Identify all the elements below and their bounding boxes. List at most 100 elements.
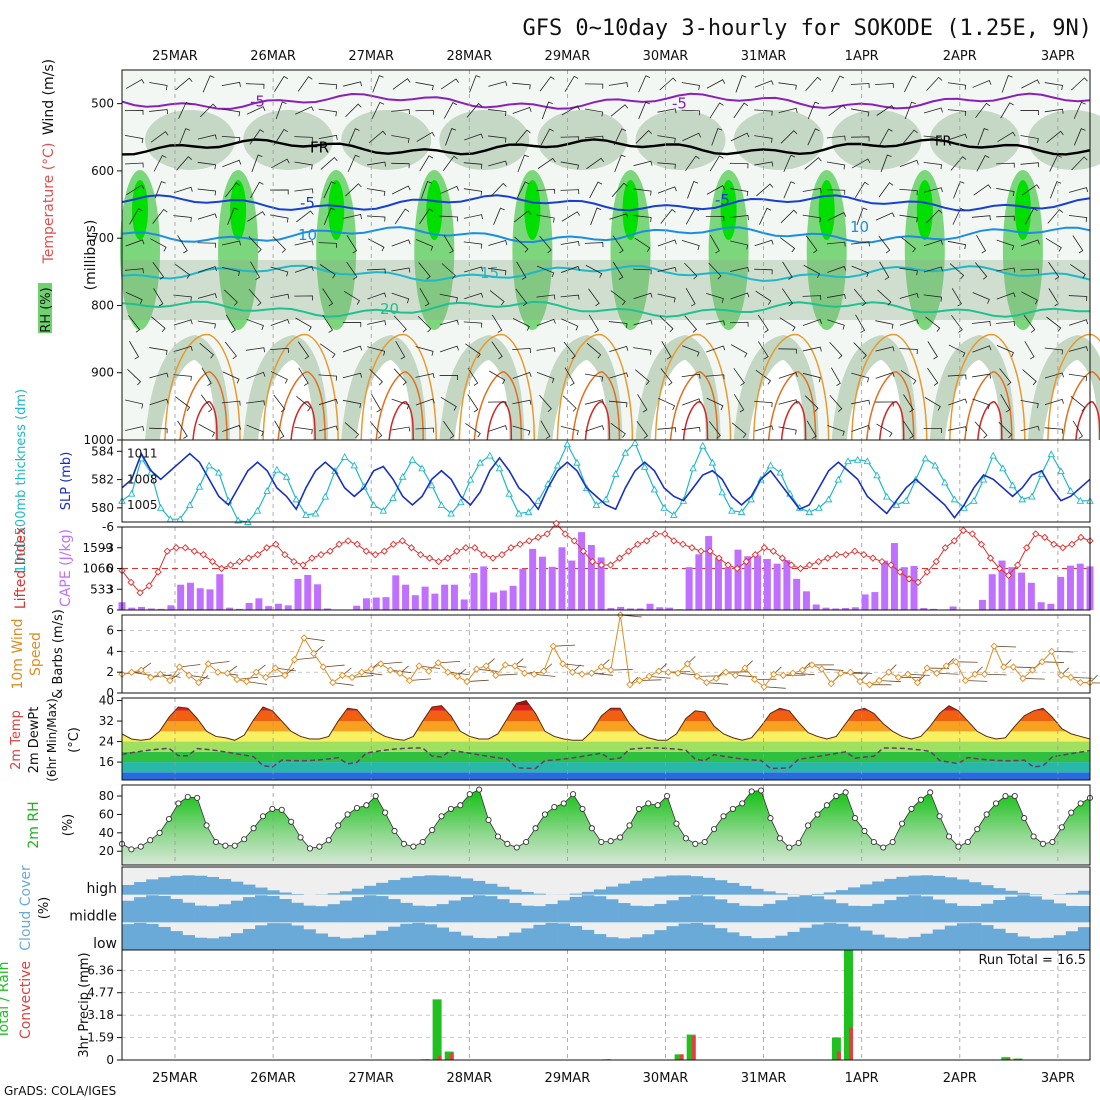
cape-bar bbox=[353, 605, 361, 610]
lifted-index-point bbox=[389, 540, 398, 548]
cloud-cover-bar bbox=[920, 875, 933, 895]
wind-barb bbox=[974, 421, 988, 439]
wind-speed-point bbox=[587, 669, 596, 677]
rh-point bbox=[617, 834, 624, 841]
lifted-index-point bbox=[471, 544, 479, 552]
wind-barb bbox=[904, 101, 916, 120]
wind-barb bbox=[1020, 110, 1039, 116]
rh-upper-band bbox=[439, 110, 530, 170]
wind-barb bbox=[1024, 341, 1035, 360]
wind-speed-point bbox=[127, 668, 136, 676]
y-axis-label-temp-1: 2m Temp bbox=[9, 710, 24, 770]
wind-barb bbox=[512, 371, 532, 379]
cloud-cover-bar bbox=[884, 900, 897, 923]
wind-barb bbox=[709, 102, 724, 119]
rh-point bbox=[945, 833, 953, 840]
thickness-point bbox=[708, 458, 717, 466]
wind-barb bbox=[295, 317, 312, 332]
wind-barb-surface bbox=[821, 668, 844, 671]
thickness-point bbox=[737, 508, 746, 516]
cape-bar bbox=[529, 548, 537, 610]
wind-barb bbox=[369, 368, 383, 386]
cape-bar bbox=[186, 582, 194, 610]
cape-bar bbox=[490, 592, 498, 610]
rh-point bbox=[1002, 792, 1009, 800]
cloud-cover-bar bbox=[194, 875, 207, 895]
cloud-cover-bar bbox=[424, 906, 437, 923]
wind-barb bbox=[537, 157, 556, 169]
lifted-index-point bbox=[299, 561, 307, 569]
wind-barb-surface bbox=[994, 645, 1017, 648]
rh-point bbox=[372, 792, 379, 800]
cape-bar bbox=[705, 536, 713, 610]
cloud-cover-bar bbox=[557, 923, 570, 950]
cloud-cover-bar bbox=[279, 892, 292, 895]
wind-barb bbox=[660, 368, 673, 386]
wind-barb bbox=[783, 181, 796, 199]
y-axis-label-temp-4: (°C) bbox=[67, 727, 82, 753]
cape-bar bbox=[402, 584, 410, 610]
cloud-cover-bar bbox=[279, 898, 292, 923]
lifted-index-point bbox=[127, 578, 135, 586]
cape-bar bbox=[744, 556, 752, 610]
temperature-band bbox=[122, 741, 1090, 752]
wind-barb bbox=[974, 262, 988, 280]
lifted-index-point bbox=[805, 561, 814, 569]
cloud-cover-bar bbox=[799, 927, 812, 950]
date-label-top: 27MAR bbox=[348, 49, 394, 64]
cloud-cover-bar bbox=[848, 905, 861, 923]
lifted-index-point bbox=[516, 540, 524, 548]
wind-barb bbox=[706, 345, 726, 353]
wind-barb bbox=[294, 266, 314, 273]
thickness-point bbox=[660, 503, 668, 511]
y-axis-label-wind: Wind (m/s) bbox=[41, 59, 57, 135]
wind-barb bbox=[536, 265, 555, 278]
wind-barb bbox=[584, 135, 604, 141]
wind-barb bbox=[463, 188, 483, 196]
cloud-cover-bar bbox=[243, 897, 256, 923]
rh-point bbox=[598, 838, 605, 846]
thickness-point bbox=[611, 469, 620, 477]
rh-point bbox=[523, 838, 530, 846]
y-axis-label-wind-2: Speed bbox=[28, 632, 44, 676]
rh-point bbox=[673, 820, 680, 827]
cape-bar bbox=[460, 599, 468, 610]
cape-bar bbox=[255, 598, 263, 610]
wind-barb bbox=[851, 399, 871, 405]
wind-barb bbox=[200, 394, 213, 413]
cloud-cover-bar bbox=[412, 876, 425, 895]
wind-barb bbox=[1024, 208, 1038, 225]
cloud-cover-bar bbox=[593, 889, 607, 895]
thickness-point bbox=[1076, 496, 1085, 504]
lifted-index-point bbox=[606, 561, 615, 569]
wind-barb bbox=[659, 77, 677, 91]
wind-barb bbox=[851, 158, 871, 169]
thickness-point bbox=[495, 464, 504, 472]
cloud-cover-bar bbox=[860, 930, 873, 950]
rh-saturated-core bbox=[916, 180, 933, 240]
cape-bar bbox=[304, 574, 312, 610]
wind-speed-point bbox=[683, 660, 692, 668]
cloud-cover-bar bbox=[351, 937, 365, 950]
wind-barb bbox=[778, 348, 797, 354]
wind-speed-point bbox=[444, 668, 452, 676]
wind-barb bbox=[903, 394, 914, 413]
wind-barb bbox=[949, 263, 965, 280]
rh-point bbox=[664, 792, 671, 800]
wind-barb bbox=[729, 162, 749, 169]
lifted-index-point bbox=[407, 544, 416, 552]
lifted-index-point bbox=[344, 537, 352, 545]
temperature-contour-hot bbox=[767, 371, 817, 441]
cloud-cover-bar bbox=[751, 906, 764, 923]
thickness-point bbox=[989, 451, 997, 459]
y-tick-label: 0 bbox=[106, 562, 114, 576]
wind-barb bbox=[685, 288, 696, 307]
cloud-cover-bar bbox=[230, 933, 244, 950]
wind-barb bbox=[224, 182, 241, 198]
wind-barb bbox=[197, 320, 216, 329]
rh-saturated-core bbox=[720, 180, 737, 240]
cloud-cover-bar bbox=[497, 886, 510, 895]
cloud-cover-bar bbox=[908, 875, 921, 895]
isotherm-line bbox=[121, 300, 1091, 318]
